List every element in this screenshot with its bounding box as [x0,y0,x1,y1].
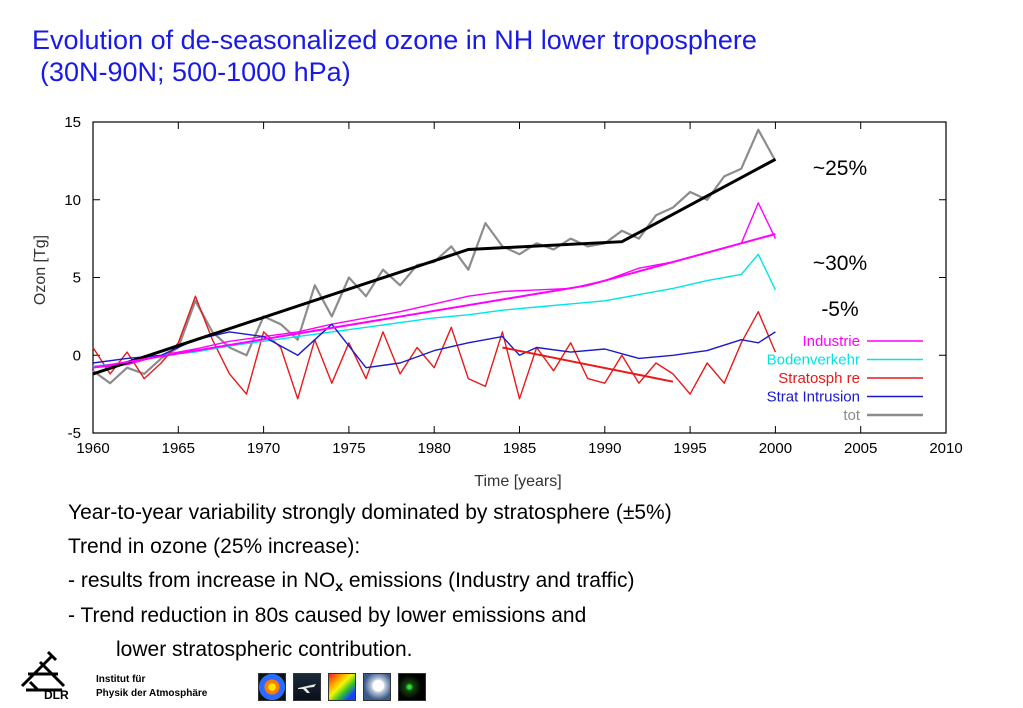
trend-line-1 [92,233,776,369]
legend-label-3: Strat Intrusion [767,389,860,406]
x-tick-label: 1990 [588,440,621,457]
series-line-4 [92,128,777,385]
x-tick-label: 1980 [418,440,451,457]
y-tick-label: 0 [73,347,81,364]
x-tick-label: 2005 [844,440,877,457]
legend-label-0: Industrie [802,333,860,350]
series-line-0 [92,202,777,369]
title-line-2: (30N-90N; 500-1000 hPa) [40,57,351,86]
legend-label-2: Stratosph re [778,370,860,387]
x-tick-label: 2000 [759,440,792,457]
annotation-30: ~30% [813,252,867,275]
bullet-4: - Trend reduction in 80s caused by lower… [68,604,587,627]
bullet-1: Year-to-year variability strongly domina… [68,501,672,524]
legend-label-4: tot [843,407,861,424]
institute-line-1: Institut für [96,674,146,685]
x-axis-label: Time [years] [474,473,561,490]
x-tick-label: 1975 [332,440,365,457]
x-tick-label: 1970 [247,440,280,457]
series-line-1 [92,253,777,367]
aircraft-thumbnail-icon [293,673,321,701]
bullet-3: - results from increase in NOx emissions… [68,564,672,599]
global-map-thumbnail-icon [328,673,356,701]
bullet-3-post: emissions (Industry and traffic) [343,569,635,592]
title-line-1: Evolution of de-seasonalized ozone in NH… [32,25,757,55]
x-tick-label: 2010 [929,440,962,457]
y-tick-label: 10 [64,192,81,209]
series-line-2 [92,295,777,400]
y-axis-label: Ozon [Tg] [32,235,49,305]
y-tick-label: 5 [73,270,81,287]
institute-line-2: Physik der Atmosphäre [96,688,208,699]
x-tick-label: 1965 [162,440,195,457]
bullet-3-pre: - results from increase in NO [68,569,336,592]
dlr-logo-icon: DLR [20,650,69,700]
dlr-logo-text: DLR [44,688,69,700]
x-tick-label: 1960 [76,440,109,457]
annotation-minus5: -5% [821,298,858,321]
earth-night-thumbnail-icon [398,673,426,701]
slide-title: Evolution of de-seasonalized ozone in NH… [32,24,932,86]
bullet-3-sub: x [335,578,344,594]
y-tick-label: 15 [64,114,81,131]
cloud-thumbnail-icon [363,673,391,701]
institute-name: Institut für Physik der Atmosphäre [96,673,207,701]
bullet-5: lower stratospheric contribution. [116,638,413,661]
trend-line-2 [502,346,674,383]
annotation-25: ~25% [813,157,867,180]
bullet-2: Trend in ozone (25% increase): [68,535,361,558]
ozone-map-thumbnail-icon [258,673,286,701]
x-tick-label: 1985 [503,440,536,457]
legend-label-1: Bodenverkehr [767,352,860,369]
series-line-3 [92,323,776,369]
x-tick-label: 1995 [673,440,706,457]
bullet-list: Year-to-year variability strongly domina… [68,496,672,667]
y-tick-label: -5 [68,425,81,442]
thumbnail-strip [258,673,426,701]
trend-line-0 [92,157,777,376]
ozone-chart: 1960 1965 1970 1975 1980 1985 1990 1995 2000 2005… [32,114,963,490]
